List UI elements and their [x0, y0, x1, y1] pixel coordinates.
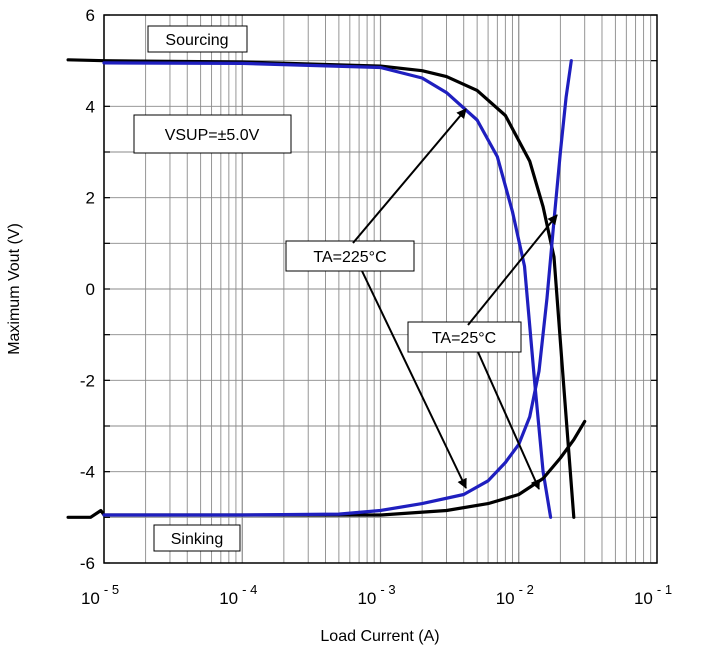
y-tick-label: -2	[80, 371, 95, 390]
y-tick-label: 2	[86, 189, 95, 208]
arrow-25-up	[467, 214, 558, 326]
x-tick-label: 10- 3	[357, 582, 395, 608]
x-tick-label: 10- 1	[634, 582, 672, 608]
x-tick-label: 10- 5	[81, 582, 119, 608]
y-tick-label: 4	[86, 97, 95, 116]
y-axis-title: Maximum Vout (V)	[6, 223, 23, 355]
annotation-ta225: TA=225°C	[285, 240, 415, 272]
y-tick-label: 0	[86, 280, 95, 299]
plot-frame	[103, 14, 658, 564]
arrow-25-down	[477, 351, 540, 490]
arrow-225-up	[352, 108, 467, 244]
svg-text:Sinking: Sinking	[171, 531, 223, 548]
annotation-sinking: Sinking	[153, 524, 241, 552]
annotation-arrows	[352, 108, 558, 490]
y-tick-label: -4	[80, 463, 95, 482]
svg-text:VSUP=±5.0V: VSUP=±5.0V	[165, 127, 260, 144]
svg-text:TA=25°C: TA=25°C	[432, 330, 496, 347]
arrow-225-down	[361, 270, 467, 489]
svg-text:TA=225°C: TA=225°C	[313, 249, 386, 266]
x-tick-label: 10- 2	[496, 582, 534, 608]
series-line-sinking-225C	[102, 59, 573, 517]
svg-text:Sourcing: Sourcing	[165, 32, 228, 49]
tick-labels: -6 -4 -2 0 2 4 6 10- 5 10- 4 10- 3 10- 2 10- 1	[80, 6, 672, 608]
annotation-sourcing: Sourcing	[147, 25, 248, 53]
annotation-vsup: VSUP=±5.0V	[133, 114, 292, 154]
grid	[103, 14, 657, 564]
y-tick-label: -6	[80, 554, 95, 573]
annotation-ta25: TA=25°C	[407, 321, 522, 353]
series-line-sinking-25C	[66, 419, 587, 519]
x-tick-label: 10- 4	[219, 582, 257, 608]
series-group	[66, 58, 587, 519]
y-tick-label: 6	[86, 6, 95, 25]
series-line-sourcing-225C	[102, 61, 553, 519]
x-axis-title: Load Current (A)	[320, 628, 439, 645]
